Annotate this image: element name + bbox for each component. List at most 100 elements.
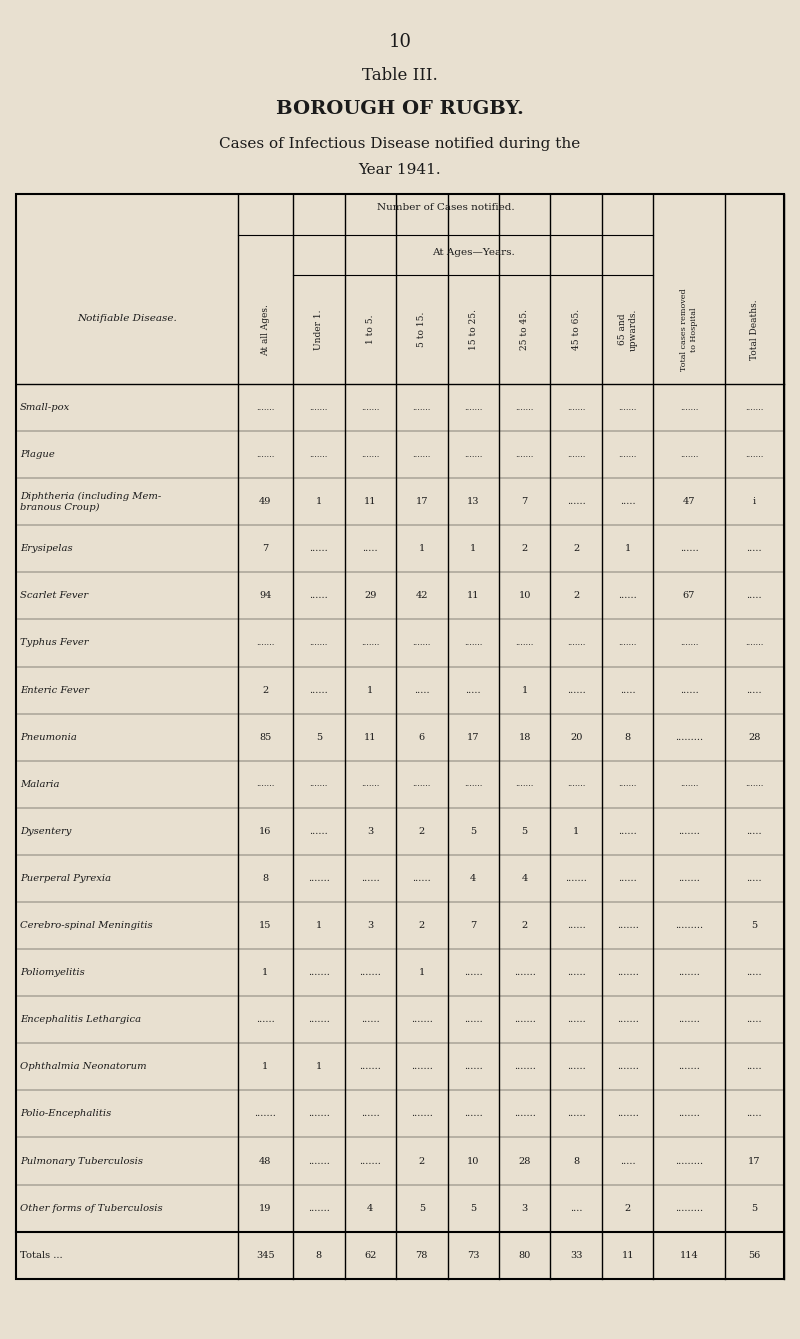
Text: 3: 3: [522, 1204, 528, 1213]
Text: .......: .......: [566, 874, 587, 882]
Text: Total Deaths.: Total Deaths.: [750, 300, 759, 360]
Text: ......: ......: [566, 921, 586, 931]
Text: .........: .........: [675, 1204, 703, 1213]
Text: 2: 2: [418, 1157, 425, 1165]
Text: .......: .......: [515, 451, 534, 458]
Text: Totals ...: Totals ...: [20, 1251, 62, 1260]
Text: 7: 7: [522, 497, 528, 506]
Text: .......: .......: [359, 968, 382, 977]
Text: ......: ......: [464, 1110, 482, 1118]
Text: .....: .....: [466, 686, 481, 695]
Text: .....: .....: [746, 828, 762, 836]
Text: At all Ages.: At all Ages.: [261, 304, 270, 356]
Text: .......: .......: [514, 1110, 536, 1118]
Text: .......: .......: [359, 1062, 382, 1071]
Text: .......: .......: [256, 781, 274, 789]
Text: .....: .....: [620, 497, 635, 506]
Text: 5: 5: [470, 1204, 476, 1213]
Text: Table III.: Table III.: [362, 67, 438, 84]
Text: ......: ......: [310, 686, 328, 695]
Text: ......: ......: [361, 874, 380, 882]
Text: .......: .......: [464, 451, 482, 458]
Text: .......: .......: [308, 1110, 330, 1118]
Text: 345: 345: [256, 1251, 274, 1260]
Text: 3: 3: [367, 828, 374, 836]
Text: 11: 11: [364, 732, 377, 742]
Text: 11: 11: [364, 497, 377, 506]
Text: .......: .......: [256, 451, 274, 458]
Text: .....: .....: [620, 686, 635, 695]
Text: 10: 10: [389, 33, 411, 51]
Text: Enteric Fever: Enteric Fever: [20, 686, 89, 695]
Text: 85: 85: [259, 732, 271, 742]
Text: .......: .......: [680, 781, 698, 789]
Text: 5 to 15.: 5 to 15.: [418, 312, 426, 347]
Text: Ophthalmia Neonatorum: Ophthalmia Neonatorum: [20, 1062, 146, 1071]
Text: .......: .......: [618, 451, 637, 458]
Text: 47: 47: [682, 497, 695, 506]
Text: .......: .......: [514, 1015, 536, 1024]
Text: 11: 11: [622, 1251, 634, 1260]
Text: .......: .......: [254, 1110, 276, 1118]
Text: 4: 4: [367, 1204, 374, 1213]
Text: 18: 18: [518, 732, 531, 742]
Text: 5: 5: [470, 828, 476, 836]
Text: Under 1.: Under 1.: [314, 309, 323, 349]
Text: Poliomyelitis: Poliomyelitis: [20, 968, 85, 977]
Text: .........: .........: [675, 1157, 703, 1165]
Text: .......: .......: [745, 639, 763, 647]
Text: 2: 2: [522, 921, 528, 931]
Text: .......: .......: [464, 781, 482, 789]
Text: .......: .......: [745, 451, 763, 458]
Text: 48: 48: [259, 1157, 271, 1165]
Text: Typhus Fever: Typhus Fever: [20, 639, 88, 648]
Text: 3: 3: [367, 921, 374, 931]
Text: ......: ......: [256, 1015, 274, 1024]
Text: 11: 11: [467, 592, 479, 600]
Text: 2: 2: [522, 544, 528, 553]
Text: .......: .......: [515, 403, 534, 411]
Text: 65 and
upwards.: 65 and upwards.: [618, 308, 638, 351]
Text: ......: ......: [566, 686, 586, 695]
Text: .......: .......: [310, 451, 328, 458]
Text: 5: 5: [316, 732, 322, 742]
Text: ......: ......: [464, 968, 482, 977]
Text: .......: .......: [515, 639, 534, 647]
Text: 45 to 65.: 45 to 65.: [572, 309, 581, 351]
Text: .......: .......: [680, 403, 698, 411]
Text: .......: .......: [617, 1062, 638, 1071]
Text: .......: .......: [618, 639, 637, 647]
Text: .......: .......: [678, 874, 700, 882]
Text: .......: .......: [413, 403, 431, 411]
Text: .....: .....: [746, 874, 762, 882]
Text: 1: 1: [470, 544, 476, 553]
Text: .......: .......: [464, 403, 482, 411]
Text: .......: .......: [618, 403, 637, 411]
Text: 10: 10: [518, 592, 531, 600]
Text: i: i: [753, 497, 756, 506]
Text: .......: .......: [308, 874, 330, 882]
Text: .......: .......: [308, 1015, 330, 1024]
Text: .......: .......: [308, 1157, 330, 1165]
Text: 1: 1: [316, 1062, 322, 1071]
Text: 2: 2: [573, 544, 579, 553]
Text: 1: 1: [262, 1062, 269, 1071]
Text: 10: 10: [467, 1157, 479, 1165]
Text: 8: 8: [316, 1251, 322, 1260]
Text: ......: ......: [566, 1015, 586, 1024]
Text: 5: 5: [522, 828, 528, 836]
Text: ......: ......: [566, 497, 586, 506]
Text: ......: ......: [412, 874, 431, 882]
Text: Dysentery: Dysentery: [20, 828, 71, 836]
Text: Plague: Plague: [20, 450, 54, 459]
Text: .......: .......: [678, 1015, 700, 1024]
Text: .......: .......: [361, 403, 379, 411]
Text: 94: 94: [259, 592, 271, 600]
Text: Malaria: Malaria: [20, 779, 59, 789]
Text: 114: 114: [680, 1251, 698, 1260]
Text: 1: 1: [316, 497, 322, 506]
Text: 8: 8: [573, 1157, 579, 1165]
Text: 28: 28: [748, 732, 761, 742]
Text: .......: .......: [567, 639, 586, 647]
Text: 17: 17: [467, 732, 479, 742]
